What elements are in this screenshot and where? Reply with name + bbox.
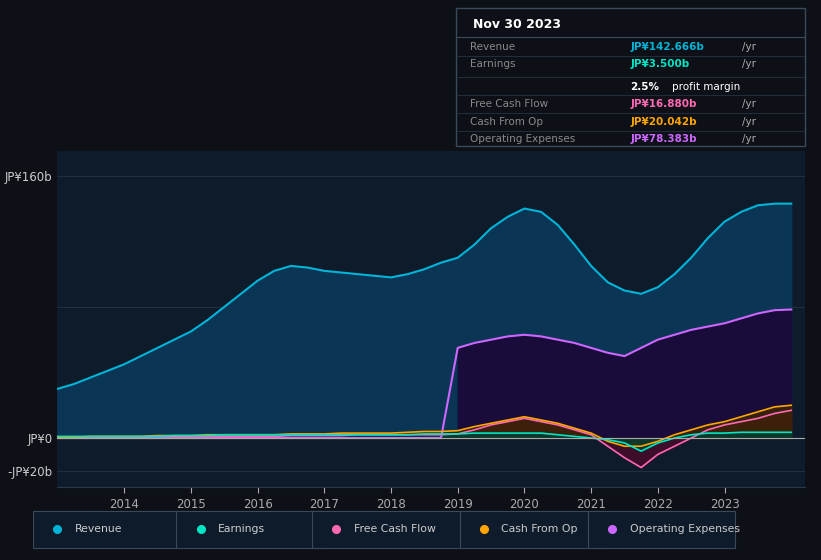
Text: /yr: /yr: [742, 99, 756, 109]
Text: profit margin: profit margin: [672, 82, 741, 92]
FancyBboxPatch shape: [460, 511, 607, 548]
Text: JP¥142.666b: JP¥142.666b: [631, 42, 704, 52]
FancyBboxPatch shape: [33, 511, 180, 548]
FancyBboxPatch shape: [456, 8, 805, 146]
Text: Nov 30 2023: Nov 30 2023: [473, 18, 561, 31]
Text: JP¥16.880b: JP¥16.880b: [631, 99, 696, 109]
Text: Earnings: Earnings: [218, 524, 265, 534]
Text: Revenue: Revenue: [470, 42, 515, 52]
Text: JP¥20.042b: JP¥20.042b: [631, 116, 697, 127]
FancyBboxPatch shape: [177, 511, 323, 548]
Text: Free Cash Flow: Free Cash Flow: [354, 524, 436, 534]
Text: /yr: /yr: [742, 42, 756, 52]
Text: /yr: /yr: [742, 134, 756, 144]
Text: JP¥3.500b: JP¥3.500b: [631, 59, 690, 69]
Text: 2.5%: 2.5%: [631, 82, 659, 92]
Text: Free Cash Flow: Free Cash Flow: [470, 99, 548, 109]
Text: Operating Expenses: Operating Expenses: [630, 524, 740, 534]
Text: Cash From Op: Cash From Op: [470, 116, 543, 127]
Text: Earnings: Earnings: [470, 59, 515, 69]
Text: Revenue: Revenue: [75, 524, 122, 534]
Text: JP¥78.383b: JP¥78.383b: [631, 134, 697, 144]
Text: Cash From Op: Cash From Op: [501, 524, 578, 534]
FancyBboxPatch shape: [312, 511, 460, 548]
Text: /yr: /yr: [742, 116, 756, 127]
Text: Operating Expenses: Operating Expenses: [470, 134, 575, 144]
FancyBboxPatch shape: [588, 511, 736, 548]
Text: /yr: /yr: [742, 59, 756, 69]
